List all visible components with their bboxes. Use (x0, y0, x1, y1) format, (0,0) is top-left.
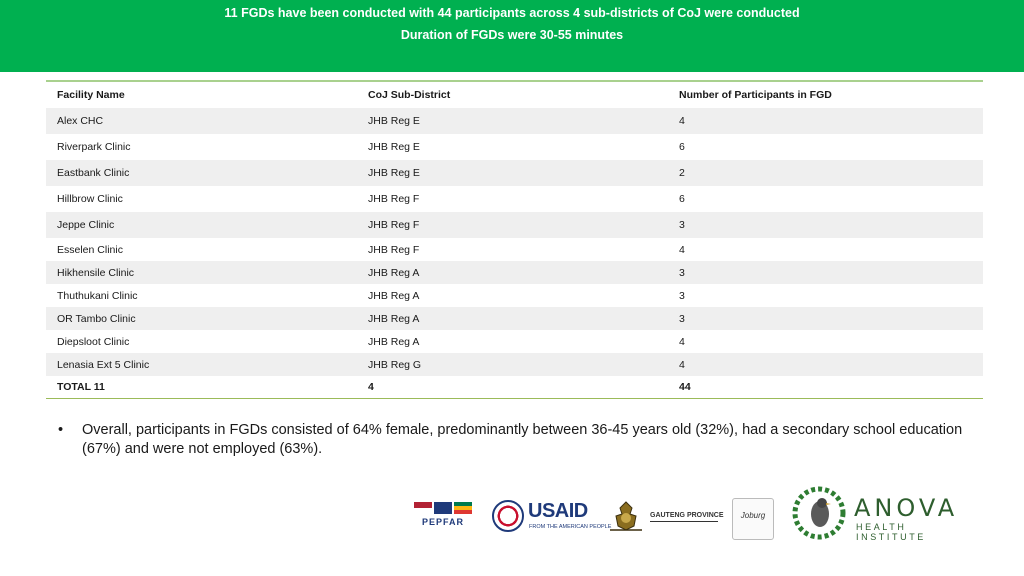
cell-sub-district: JHB Reg E (368, 141, 420, 153)
table-row: Hikhensile Clinic JHB Reg A 3 (46, 261, 983, 284)
cell-sub-district: JHB Reg A (357, 307, 668, 330)
cell-sub-district: JHB Reg A (368, 335, 420, 348)
cell-participants: 4 (679, 335, 685, 348)
banner-line-1: 11 FGDs have been conducted with 44 part… (224, 6, 800, 20)
header-sub-district: CoJ Sub-District (368, 89, 451, 101)
cell-sub-district: JHB Reg A (357, 261, 668, 284)
table-row: Hillbrow Clinic JHB Reg F 6 (46, 186, 983, 212)
cell-sub-district: JHB Reg F (368, 243, 420, 256)
summary-text: Overall, participants in FGDs consisted … (82, 422, 963, 457)
cell-facility: Diepsloot Clinic (57, 335, 130, 348)
cell-sub-district: JHB Reg F (368, 193, 420, 205)
cell-facility: Esselen Clinic (57, 243, 123, 256)
fgd-table: Facility Name CoJ Sub-District Number of… (46, 80, 983, 399)
cell-facility: Hikhensile Clinic (46, 261, 357, 284)
total-facilities: TOTAL 11 (46, 376, 357, 399)
gauteng-underline (650, 521, 718, 522)
table-row: Lenasia Ext 5 Clinic JHB Reg G 4 (46, 353, 983, 376)
cell-sub-district: JHB Reg E (357, 160, 668, 186)
cell-facility: Lenasia Ext 5 Clinic (46, 353, 357, 376)
anova-logo: ANOVA HEALTH INSTITUTE (790, 484, 980, 544)
cell-sub-district: JHB Reg F (357, 212, 668, 238)
anova-tagline: HEALTH INSTITUTE (856, 522, 926, 542)
gauteng-wordmark: GAUTENG PROVINCE (650, 512, 724, 519)
cell-participants: 4 (668, 108, 983, 134)
usaid-tagline: FROM THE AMERICAN PEOPLE (529, 524, 612, 530)
bullet-marker: • (58, 422, 64, 438)
title-banner: 11 FGDs have been conducted with 44 part… (0, 0, 1024, 72)
cell-facility: OR Tambo Clinic (46, 307, 357, 330)
cell-participants: 6 (679, 193, 685, 205)
table-row: OR Tambo Clinic JHB Reg A 3 (46, 307, 983, 330)
cell-participants: 3 (679, 289, 685, 302)
cell-facility: Alex CHC (46, 108, 357, 134)
joburg-logo: Joburg (732, 498, 774, 540)
fgd-table-container: Facility Name CoJ Sub-District Number of… (46, 80, 983, 399)
table-row: Esselen Clinic JHB Reg F 4 (46, 238, 983, 261)
usaid-logo: USAID FROM THE AMERICAN PEOPLE (492, 498, 611, 538)
joburg-wordmark: Joburg (740, 511, 766, 520)
table-header-row: Facility Name CoJ Sub-District Number of… (46, 81, 983, 108)
cell-facility: Hillbrow Clinic (57, 193, 123, 205)
coat-of-arms-icon (610, 501, 642, 531)
usaid-seal-icon (492, 500, 524, 532)
cell-facility: Jeppe Clinic (46, 212, 357, 238)
total-sub-districts: 4 (357, 376, 668, 399)
table-total-row: TOTAL 11 4 44 (46, 376, 983, 399)
banner-line-2: Duration of FGDs were 30-55 minutes (400, 28, 624, 42)
cell-sub-district: JHB Reg A (368, 289, 420, 302)
usaid-wordmark: USAID (528, 500, 588, 522)
anova-wordmark: ANOVA (854, 494, 959, 522)
table-row: Jeppe Clinic JHB Reg F 3 (46, 212, 983, 238)
partner-logos: PEPFAR USAID FROM THE AMERICAN PEOPLE GA… (0, 480, 1024, 576)
table-row: Eastbank Clinic JHB Reg E 2 (46, 160, 983, 186)
table-row: Alex CHC JHB Reg E 4 (46, 108, 983, 134)
cell-participants: 3 (668, 261, 983, 284)
pepfar-flags-icon (414, 502, 472, 514)
cell-participants: 3 (668, 212, 983, 238)
total-participants: 44 (668, 376, 983, 399)
cell-participants: 4 (679, 243, 685, 256)
pepfar-logo: PEPFAR (414, 502, 472, 536)
header-participants: Number of Participants in FGD (679, 89, 832, 101)
cell-facility: Riverpark Clinic (57, 141, 131, 153)
cell-facility: Eastbank Clinic (46, 160, 357, 186)
header-facility-name: Facility Name (57, 89, 125, 101)
cell-sub-district: JHB Reg G (357, 353, 668, 376)
gauteng-logo: GAUTENG PROVINCE (608, 500, 724, 538)
cell-participants: 2 (668, 160, 983, 186)
cell-participants: 3 (668, 307, 983, 330)
table-row: Thuthukani Clinic JHB Reg A 3 (46, 284, 983, 307)
cell-facility: Thuthukani Clinic (57, 289, 138, 302)
table-row: Diepsloot Clinic JHB Reg A 4 (46, 330, 983, 353)
cell-sub-district: JHB Reg E (357, 108, 668, 134)
cell-participants: 6 (679, 141, 685, 153)
pepfar-wordmark: PEPFAR (421, 517, 464, 527)
table-row: Riverpark Clinic JHB Reg E 6 (46, 134, 983, 160)
cell-participants: 4 (668, 353, 983, 376)
anova-wreath-icon (792, 486, 846, 540)
